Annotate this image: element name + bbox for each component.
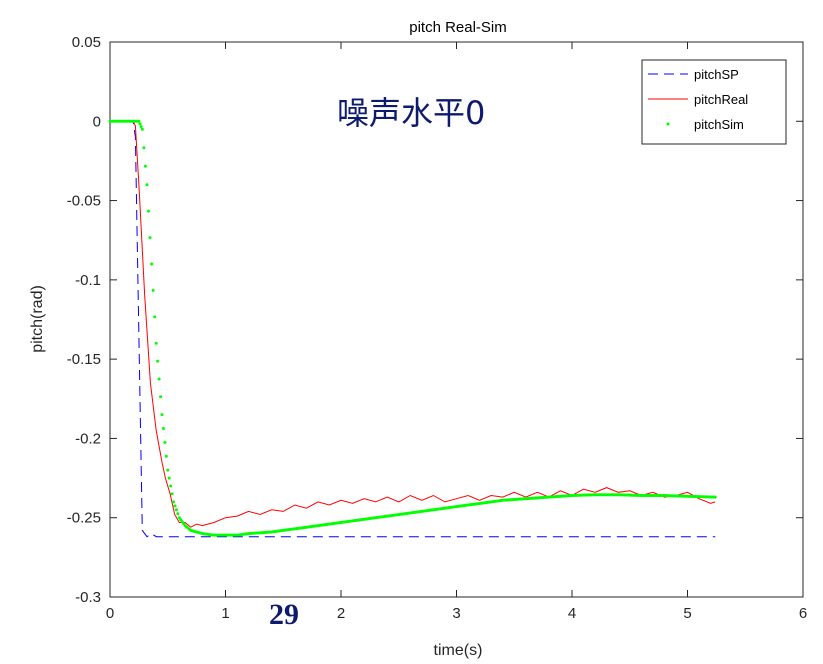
series-pitchsim-point <box>170 492 174 496</box>
series-pitchsim-point <box>148 236 152 240</box>
legend-pitchreal-label: pitchReal <box>694 92 748 107</box>
series-pitchsim-point <box>713 495 717 499</box>
page-number: 29 <box>269 598 299 631</box>
series-pitchsim-point <box>176 512 180 516</box>
axis-ticks: 0 1 2 3 4 5 6 0.05 0 -0.05 -0.1 -0.15 -0.2 -0.25 -0.3 <box>67 34 807 622</box>
series-pitchsim-point <box>137 119 141 123</box>
y-tick-label: -0.1 <box>75 272 101 289</box>
series-pitchsim-point <box>138 122 142 126</box>
series-pitchsim <box>108 119 717 537</box>
y-axis-label: pitch(rad) <box>29 285 46 353</box>
x-tick-label: 3 <box>452 605 460 622</box>
series-pitchsim-point <box>167 476 171 480</box>
y-tick-label: -0.15 <box>67 351 101 368</box>
x-tick-label: 5 <box>683 605 691 622</box>
series-pitchsim-point <box>159 395 163 399</box>
legend-pitchsp-label: pitchSP <box>694 67 739 82</box>
y-tick-label: -0.05 <box>67 193 101 210</box>
x-tick-label: 2 <box>337 605 345 622</box>
series-pitchsim-point <box>157 377 161 381</box>
series-pitchsim-point <box>140 127 144 131</box>
series-pitchsim-point <box>147 209 150 213</box>
series-layer <box>108 119 717 538</box>
series-pitchsim-point <box>169 484 173 488</box>
series-pitchsim-point <box>143 164 147 168</box>
chart-title: pitch Real-Sim <box>409 19 507 36</box>
series-pitchsim-point <box>145 183 149 187</box>
series-pitchsim-point <box>139 125 143 129</box>
series-pitchsp-line <box>110 120 716 538</box>
x-tick-label: 1 <box>221 605 229 622</box>
x-tick-label: 0 <box>106 605 114 622</box>
series-pitchsim-point <box>164 454 168 458</box>
series-pitchreal-line <box>110 120 716 528</box>
series-pitchsim-point <box>166 468 170 472</box>
x-axis-label: time(s) <box>434 642 483 659</box>
series-pitchsim-point <box>154 341 158 345</box>
y-tick-label: 0 <box>93 113 101 130</box>
series-pitchsim-point <box>161 427 165 431</box>
series-pitchsim-point <box>156 359 160 363</box>
series-pitchsim-point <box>142 146 146 150</box>
x-tick-label: 6 <box>799 605 807 622</box>
series-pitchsim-point <box>151 288 155 292</box>
x-tick-label: 4 <box>568 605 576 622</box>
y-tick-label: 0.05 <box>72 34 101 51</box>
legend-pitchsim-marker <box>666 122 670 126</box>
y-tick-label: -0.3 <box>75 589 101 606</box>
series-pitchsim-point <box>172 500 176 504</box>
noise-level-annotation: 噪声水平0 <box>337 94 485 132</box>
series-pitchsim-point <box>163 440 167 444</box>
y-tick-label: -0.25 <box>67 510 101 527</box>
series-pitchsim-point <box>173 504 177 508</box>
legend: pitchSP pitchReal pitchSim <box>641 59 787 145</box>
series-pitchsim-point <box>150 262 154 266</box>
y-tick-label: -0.2 <box>75 430 101 447</box>
legend-pitchsim-label: pitchSim <box>694 117 744 132</box>
series-pitchsim-point <box>153 315 157 319</box>
series-pitchsim-point <box>174 508 178 512</box>
series-pitchsim-point <box>160 413 164 417</box>
